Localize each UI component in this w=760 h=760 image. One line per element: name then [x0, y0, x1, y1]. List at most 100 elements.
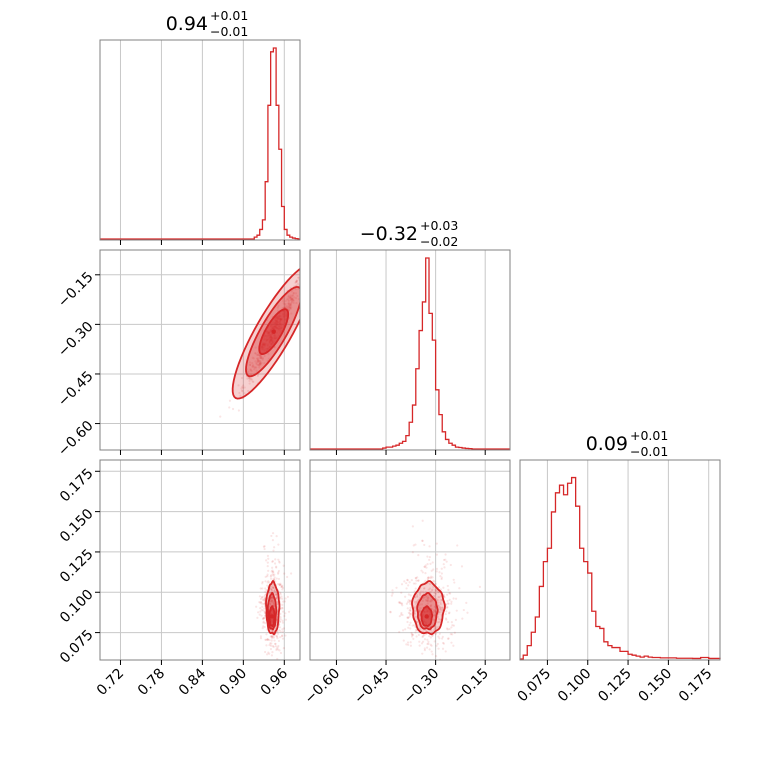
sample-point	[242, 384, 245, 387]
sample-point	[266, 661, 268, 663]
sample-point	[277, 558, 280, 561]
sample-point	[259, 362, 262, 365]
sample-point	[429, 600, 432, 603]
sample-point	[265, 589, 268, 592]
sample-point	[271, 601, 274, 604]
sample-point	[278, 583, 281, 586]
sample-point	[465, 601, 468, 604]
sample-point	[413, 606, 416, 609]
sample-point	[446, 593, 449, 596]
sample-point	[263, 547, 266, 551]
sample-point	[444, 617, 448, 620]
sample-point	[439, 588, 442, 591]
sample-point	[435, 567, 439, 570]
sample-point	[273, 593, 277, 596]
sample-point	[273, 578, 276, 581]
sample-point	[258, 354, 261, 357]
sample-point	[260, 355, 263, 358]
sample-point	[289, 303, 292, 307]
sample-point	[290, 306, 293, 309]
sample-point	[430, 598, 433, 601]
sample-point	[255, 363, 258, 366]
panel-title-minus: −0.02	[420, 234, 458, 249]
sample-point	[283, 306, 286, 309]
sample-point	[281, 621, 285, 624]
joint-panel-0-1: −0.60 −0.45 −0.30 −0.15	[55, 249, 301, 460]
sample-point	[432, 568, 435, 571]
sample-point	[270, 600, 273, 604]
sample-point	[429, 605, 432, 608]
sample-point	[466, 611, 469, 614]
sample-point	[442, 586, 445, 589]
sample-point	[277, 572, 280, 575]
sample-point	[270, 588, 273, 592]
sample-point	[447, 588, 450, 592]
sample-point	[430, 600, 433, 603]
panel-frame	[519, 459, 721, 661]
sample-point	[426, 642, 429, 646]
sample-point	[407, 616, 410, 619]
sample-point	[421, 539, 424, 542]
sample-point	[262, 609, 265, 612]
sample-point	[271, 596, 274, 599]
sample-point	[277, 571, 280, 574]
y-tick-label: −0.45	[55, 368, 97, 410]
sample-point	[424, 579, 427, 582]
sample-point	[277, 639, 281, 643]
sample-point	[276, 657, 279, 660]
sample-point	[275, 592, 278, 595]
sample-point	[435, 644, 438, 647]
sample-point	[461, 617, 464, 620]
sample-point	[274, 642, 277, 645]
sample-point	[289, 298, 292, 301]
sample-point	[269, 599, 272, 602]
panel-background	[310, 460, 510, 660]
sample-point	[272, 586, 275, 590]
sample-point	[276, 603, 279, 606]
sample-point	[429, 643, 432, 646]
sample-point	[434, 589, 438, 593]
sample-point	[273, 578, 276, 581]
sample-point	[448, 627, 451, 631]
sample-point	[277, 543, 280, 546]
sample-point	[269, 597, 273, 601]
sample-point	[452, 597, 455, 600]
x-tick-label: −0.45	[351, 666, 393, 708]
sample-point	[438, 637, 441, 640]
sample-point	[275, 566, 278, 569]
sample-point	[256, 616, 259, 619]
sample-point	[266, 581, 269, 584]
sample-point	[257, 359, 260, 363]
sample-point	[407, 599, 410, 602]
sample-point	[418, 603, 421, 606]
sample-point	[406, 620, 409, 624]
sample-point	[431, 634, 434, 637]
sample-point	[262, 617, 266, 620]
sample-point	[264, 621, 267, 625]
sample-point	[442, 642, 445, 645]
sample-point	[268, 603, 272, 606]
sample-point	[423, 638, 427, 641]
sample-point	[246, 377, 249, 380]
sample-point	[438, 596, 441, 599]
sample-point	[270, 642, 273, 645]
sample-points	[389, 519, 482, 660]
sample-point	[273, 588, 276, 591]
sample-point	[424, 629, 427, 632]
sample-point	[263, 545, 266, 548]
sample-point	[435, 597, 438, 601]
sample-point	[405, 582, 408, 585]
sample-point	[263, 616, 266, 619]
sample-point	[402, 629, 405, 632]
sample-point	[258, 356, 261, 360]
sample-point	[259, 587, 262, 590]
density-peak-marker	[271, 329, 276, 334]
sample-point	[272, 571, 275, 574]
sample-point	[440, 572, 443, 575]
sample-point	[432, 585, 435, 588]
sample-point	[418, 592, 421, 595]
sample-point	[289, 305, 292, 309]
sample-point	[261, 617, 265, 621]
sample-point	[277, 569, 281, 573]
sample-point	[266, 573, 269, 576]
